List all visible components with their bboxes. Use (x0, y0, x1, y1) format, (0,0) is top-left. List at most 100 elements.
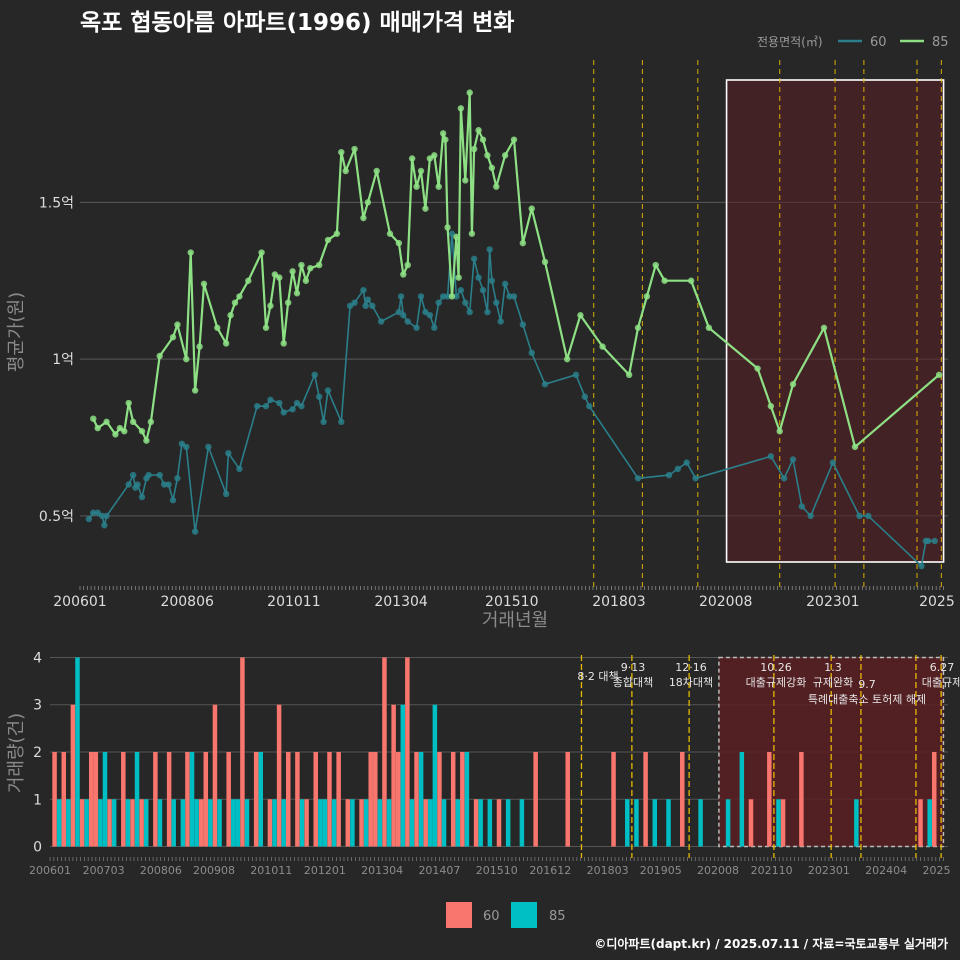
x-tick-label: 201612 (529, 864, 571, 877)
point-60 (470, 255, 478, 262)
bar-85 (180, 799, 186, 847)
point-85 (435, 183, 442, 190)
x-tick-label: 202110 (751, 864, 793, 877)
point-60 (338, 418, 345, 426)
x-tick-label: 202301 (806, 594, 859, 610)
bar-60 (198, 799, 204, 847)
bar-60 (611, 752, 616, 847)
point-60 (807, 512, 814, 520)
legend: 전용면적(㎡) 60 85 (757, 35, 949, 50)
volume-legend-swatch-85 (511, 902, 537, 928)
x-tick-label: 201304 (361, 864, 403, 877)
legend-label-60: 60 (870, 35, 887, 50)
point-60 (253, 402, 261, 410)
point-85 (200, 280, 208, 288)
bar-60 (437, 752, 442, 847)
x-tick-label: 201510 (476, 864, 518, 877)
point-85 (453, 233, 460, 241)
bar-60 (932, 752, 937, 847)
point-85 (333, 230, 341, 237)
bar-85 (441, 799, 447, 847)
bar-85 (134, 752, 140, 847)
y-tick-label: 2 (33, 745, 42, 761)
point-85 (196, 343, 203, 350)
point-60 (829, 459, 837, 466)
point-60 (98, 512, 106, 520)
point-60 (369, 302, 376, 310)
bar-85 (400, 704, 406, 847)
point-85 (625, 371, 633, 378)
point-85 (373, 167, 380, 175)
x-tick-label: 202404 (865, 864, 907, 877)
bar-85 (331, 799, 337, 847)
point-60 (129, 471, 137, 479)
point-85 (360, 214, 367, 222)
bar-60 (336, 752, 341, 847)
point-60 (298, 402, 305, 410)
point-60 (581, 393, 589, 400)
point-85 (705, 324, 713, 331)
bar-60 (285, 752, 291, 847)
point-85 (214, 324, 221, 331)
point-60 (586, 402, 593, 410)
point-85 (103, 418, 110, 426)
point-85 (307, 265, 314, 272)
point-60 (497, 318, 504, 325)
bar-85 (854, 799, 859, 847)
x-tick-label: 201407 (418, 864, 460, 877)
point-60 (453, 293, 460, 300)
point-60 (178, 440, 186, 447)
point-85 (462, 177, 469, 184)
point-60 (484, 308, 491, 316)
point-85 (116, 424, 124, 432)
bar-60 (52, 752, 57, 847)
point-85 (227, 312, 234, 319)
y-tick-label: 1억 (52, 352, 74, 368)
point-60 (94, 509, 101, 516)
policy-annotation: 6.27 대출규제 (922, 661, 960, 689)
point-60 (400, 312, 407, 319)
x-tick-label: 2025 (919, 594, 955, 610)
point-85 (222, 340, 230, 347)
point-85 (351, 145, 358, 153)
bar-60 (450, 752, 456, 847)
bar-85 (281, 799, 286, 847)
point-60 (276, 399, 283, 407)
bar-85 (102, 752, 108, 847)
bar-60 (130, 799, 135, 847)
point-60 (501, 280, 509, 288)
bar-60 (185, 752, 190, 847)
point-60 (683, 459, 690, 466)
point-60 (488, 277, 496, 284)
point-85 (466, 89, 473, 96)
bar-85 (258, 752, 264, 847)
bar-85 (272, 799, 277, 847)
point-85 (289, 268, 296, 275)
point-85 (776, 428, 783, 435)
annotation-line: 18차대책 (669, 676, 713, 689)
y-tick-label: 4 (33, 650, 42, 666)
point-85 (541, 258, 549, 266)
point-60 (364, 296, 372, 303)
bar-60 (240, 657, 245, 847)
point-60 (315, 393, 323, 400)
point-60 (324, 387, 332, 394)
annotation-line: 종합대책 (613, 676, 653, 689)
bar-85 (455, 799, 461, 847)
x-tick-label: 201803 (587, 864, 629, 877)
point-60 (267, 396, 274, 404)
bar-85 (318, 799, 323, 847)
point-85 (470, 145, 478, 153)
point-60 (780, 475, 788, 482)
bar-85 (625, 799, 630, 847)
point-60 (346, 302, 354, 310)
bar-60 (359, 799, 364, 847)
point-85 (231, 299, 239, 306)
bar-85 (487, 799, 493, 847)
volume-legend: 60 85 (446, 902, 566, 928)
point-85 (422, 205, 429, 212)
x-tick-label: 201510 (485, 594, 538, 610)
point-60 (486, 246, 493, 253)
point-60 (362, 302, 369, 310)
